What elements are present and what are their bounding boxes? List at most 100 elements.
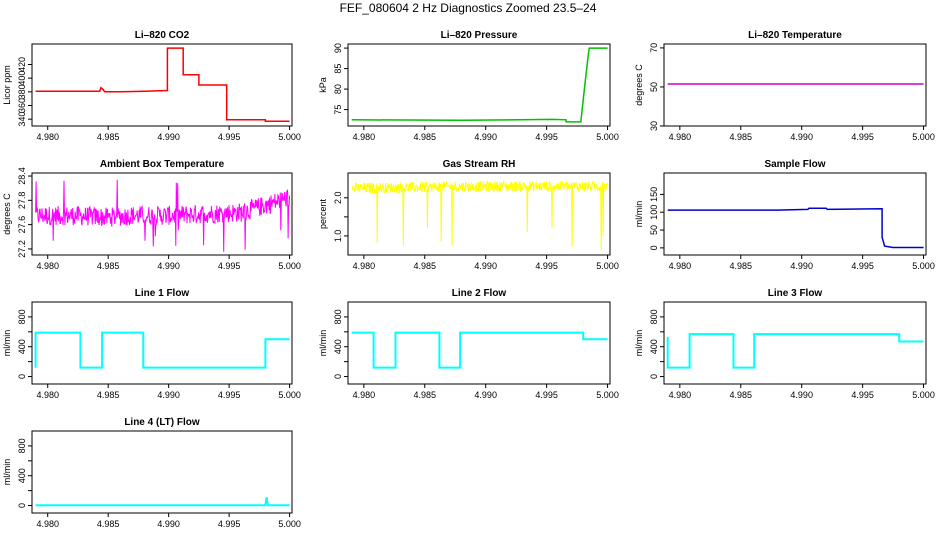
x-tick-label: 5.000 — [912, 261, 935, 271]
plot-frame — [347, 43, 611, 127]
y-tick-label: 0 — [333, 374, 343, 379]
y-tick-label: 400 — [333, 339, 343, 354]
x-tick-label: 4.980 — [669, 390, 692, 400]
chart-panel: Line 2 Flow 4.980 4.985 4.990 4.995 5.000 0 400… — [318, 288, 619, 400]
x-tick-label: 4.990 — [790, 261, 813, 271]
y-tick-label: 28.4 — [17, 167, 27, 185]
x-tick-label: 4.985 — [730, 132, 753, 142]
y-tick-label: 380 — [17, 84, 27, 99]
panel-title: Li–820 Temperature — [748, 30, 842, 41]
x-tick-label: 4.985 — [730, 390, 753, 400]
chart-panel: Li–820 CO2 4.980 4.985 4.990 4.995 5.000 34036… — [2, 30, 301, 142]
x-tick-label: 4.995 — [218, 261, 241, 271]
x-tick-label: 4.990 — [790, 132, 813, 142]
x-tick-label: 4.980 — [36, 132, 59, 142]
data-series-line — [34, 331, 290, 369]
x-tick-label: 4.995 — [218, 519, 241, 529]
y-axis-label: ml/min — [2, 330, 12, 357]
y-tick-label: 0 — [649, 374, 659, 379]
x-tick-label: 4.995 — [535, 261, 558, 271]
data-series-line — [351, 180, 608, 250]
chart-panel: Ambient Box Temperature 4.980 4.985 4.990 4.… — [2, 159, 301, 271]
y-tick-label: 27.6 — [17, 216, 27, 234]
chart-panel: Line 4 (LT) Flow 4.980 4.985 4.990 4.995 5.00… — [2, 417, 301, 529]
y-tick-label: 85 — [333, 64, 343, 74]
x-tick-label: 4.985 — [414, 261, 437, 271]
x-tick-label: 4.990 — [474, 132, 497, 142]
plot-frame — [31, 43, 293, 127]
plot-frame — [347, 172, 611, 256]
y-tick-label: 800 — [17, 309, 27, 324]
plot-frame — [31, 430, 293, 514]
x-tick-label: 4.990 — [790, 390, 813, 400]
panel-title: Ambient Box Temperature — [100, 159, 225, 170]
x-tick-label: 4.980 — [36, 390, 59, 400]
y-tick-label: 27.8 — [17, 192, 27, 210]
y-tick-label: 800 — [17, 438, 27, 453]
page-title: FEF_080604 2 Hz Diagnostics Zoomed 23.5–… — [339, 1, 597, 15]
panel-title: Sample Flow — [764, 159, 825, 170]
y-tick-label: 30 — [649, 121, 659, 131]
x-tick-label: 4.985 — [730, 261, 753, 271]
y-tick-label: 0 — [649, 245, 659, 250]
y-tick-label: 150 — [649, 187, 659, 202]
x-tick-label: 4.980 — [353, 261, 376, 271]
x-tick-label: 5.000 — [596, 261, 619, 271]
x-tick-label: 4.980 — [353, 390, 376, 400]
y-tick-label: 400 — [17, 71, 27, 86]
panel-title: Line 1 Flow — [135, 288, 190, 299]
y-tick-label: 100 — [649, 205, 659, 220]
y-tick-label: 420 — [17, 57, 27, 72]
panel-title: Line 2 Flow — [452, 288, 507, 299]
data-series-line — [35, 47, 290, 122]
x-tick-label: 4.990 — [157, 519, 180, 529]
plot-frame — [663, 172, 927, 256]
x-tick-label: 4.985 — [97, 390, 120, 400]
x-tick-label: 4.985 — [414, 132, 437, 142]
x-tick-label: 5.000 — [278, 519, 301, 529]
panel-title: Gas Stream RH — [443, 159, 516, 170]
panel-title: Li–820 Pressure — [441, 30, 518, 41]
chart-panel: Sample Flow 4.980 4.985 4.990 4.995 5.000 0 50 1… — [634, 159, 935, 271]
y-tick-label: 75 — [333, 105, 343, 115]
x-tick-label: 4.985 — [97, 519, 120, 529]
x-tick-label: 4.995 — [218, 132, 241, 142]
panel-title: Line 3 Flow — [768, 288, 823, 299]
chart-panel: Li–820 Pressure 4.980 4.985 4.990 4.995 5.000… — [318, 30, 619, 142]
x-tick-label: 4.980 — [36, 519, 59, 529]
x-tick-label: 5.000 — [278, 132, 301, 142]
data-series-line — [35, 179, 291, 252]
y-axis-label: kPa — [318, 77, 328, 93]
x-tick-label: 4.995 — [851, 390, 874, 400]
x-tick-label: 4.990 — [157, 132, 180, 142]
x-tick-label: 4.995 — [851, 132, 874, 142]
x-tick-label: 4.995 — [535, 132, 558, 142]
x-tick-label: 4.995 — [535, 390, 558, 400]
chart-panel: Line 1 Flow 4.980 4.985 4.990 4.995 5.000 0 400… — [2, 288, 301, 400]
y-tick-label: 80 — [333, 84, 343, 94]
y-axis-label: degrees C — [2, 193, 12, 235]
plot-frame — [347, 301, 611, 385]
y-axis-label: ml/min — [634, 330, 644, 357]
x-tick-label: 5.000 — [596, 390, 619, 400]
plot-frame — [663, 43, 927, 127]
plot-frame — [31, 301, 293, 385]
plot-frame — [663, 301, 927, 385]
y-tick-label: 340 — [17, 112, 27, 127]
x-tick-label: 5.000 — [912, 132, 935, 142]
y-tick-label: 27.2 — [17, 240, 27, 258]
y-axis-label: ml/min — [2, 459, 12, 486]
data-series-line — [351, 331, 608, 369]
plot-frame — [31, 172, 293, 256]
y-tick-label: 400 — [17, 339, 27, 354]
chart-panel: Li–820 Temperature 4.980 4.985 4.990 4.995 5.… — [634, 30, 935, 142]
x-tick-label: 5.000 — [596, 132, 619, 142]
y-axis-label: ml/min — [634, 201, 644, 228]
x-tick-label: 4.980 — [669, 132, 692, 142]
data-series-line — [351, 47, 608, 123]
x-tick-label: 4.990 — [474, 390, 497, 400]
y-tick-label: 800 — [333, 309, 343, 324]
y-axis-label: ml/min — [318, 330, 328, 357]
x-tick-label: 4.985 — [97, 132, 120, 142]
chart-panel: Gas Stream RH 4.980 4.985 4.990 4.995 5.000 1.… — [318, 159, 619, 271]
